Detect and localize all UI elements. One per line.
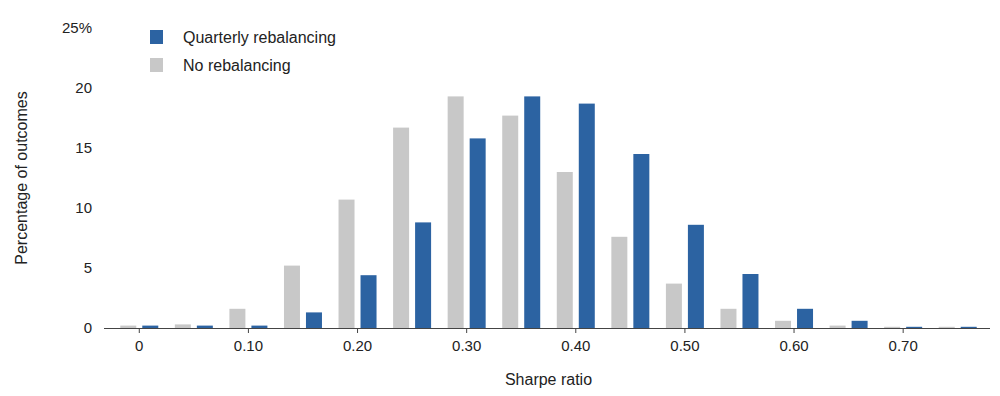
bar xyxy=(339,200,355,328)
legend-label: Quarterly rebalancing xyxy=(183,29,336,46)
x-tick xyxy=(248,328,249,333)
x-tick xyxy=(575,328,576,333)
bar xyxy=(284,266,300,328)
bar xyxy=(961,327,977,328)
legend-swatch xyxy=(150,58,163,72)
bar xyxy=(448,96,464,328)
x-tick xyxy=(794,328,795,333)
x-tick xyxy=(139,328,140,333)
legend-swatch xyxy=(150,30,163,44)
x-tick-label: 0.40 xyxy=(561,337,590,354)
bar xyxy=(688,225,704,328)
chart: 0 5 10 15 20 25% 0 0.10 0.20 0.30 0.40 0.50 0.60 0.70… xyxy=(0,0,1000,396)
bar xyxy=(142,326,158,328)
y-axis-title: Percentage of outcomes xyxy=(13,91,30,264)
x-tick-label: 0.70 xyxy=(889,337,918,354)
x-tick-label: 0.50 xyxy=(670,337,699,354)
bar xyxy=(306,312,322,328)
bar xyxy=(906,327,922,328)
bar xyxy=(775,321,791,328)
bar xyxy=(720,309,736,328)
bar xyxy=(361,275,377,328)
bar xyxy=(830,326,846,328)
x-tick-label: 0.30 xyxy=(452,337,481,354)
bar xyxy=(557,172,573,328)
y-tick-label: 25% xyxy=(62,19,92,36)
bar xyxy=(797,309,813,328)
bar xyxy=(470,138,486,328)
x-tick xyxy=(684,328,685,333)
bar xyxy=(197,326,213,328)
x-tick xyxy=(903,328,904,333)
x-axis-line xyxy=(104,328,990,329)
bar xyxy=(251,326,267,328)
x-tick xyxy=(357,328,358,333)
bar xyxy=(415,222,431,328)
bar xyxy=(852,321,868,328)
bar xyxy=(502,116,518,328)
bar xyxy=(742,274,758,328)
x-tick-label: 0 xyxy=(135,337,143,354)
bar xyxy=(579,104,595,328)
bar xyxy=(611,237,627,328)
bar xyxy=(633,154,649,328)
bars xyxy=(120,96,976,328)
bar xyxy=(120,326,136,328)
bar xyxy=(939,327,955,328)
y-tick-label: 5 xyxy=(84,259,92,276)
y-tick-label: 15 xyxy=(75,139,92,156)
x-tick xyxy=(466,328,467,333)
x-tick-label: 0.20 xyxy=(343,337,372,354)
y-tick-label: 20 xyxy=(75,79,92,96)
x-axis-title: Sharpe ratio xyxy=(505,371,592,388)
bar xyxy=(175,324,191,328)
x-tick-label: 0.10 xyxy=(234,337,263,354)
legend-label: No rebalancing xyxy=(183,57,291,74)
bar xyxy=(393,128,409,328)
y-tick-label: 0 xyxy=(84,319,92,336)
bar xyxy=(884,327,900,328)
bar xyxy=(524,96,540,328)
legend: Quarterly rebalancing No rebalancing xyxy=(150,29,336,74)
x-tick-label: 0.60 xyxy=(779,337,808,354)
bar xyxy=(229,309,245,328)
bar xyxy=(666,284,682,328)
y-tick-label: 10 xyxy=(75,199,92,216)
